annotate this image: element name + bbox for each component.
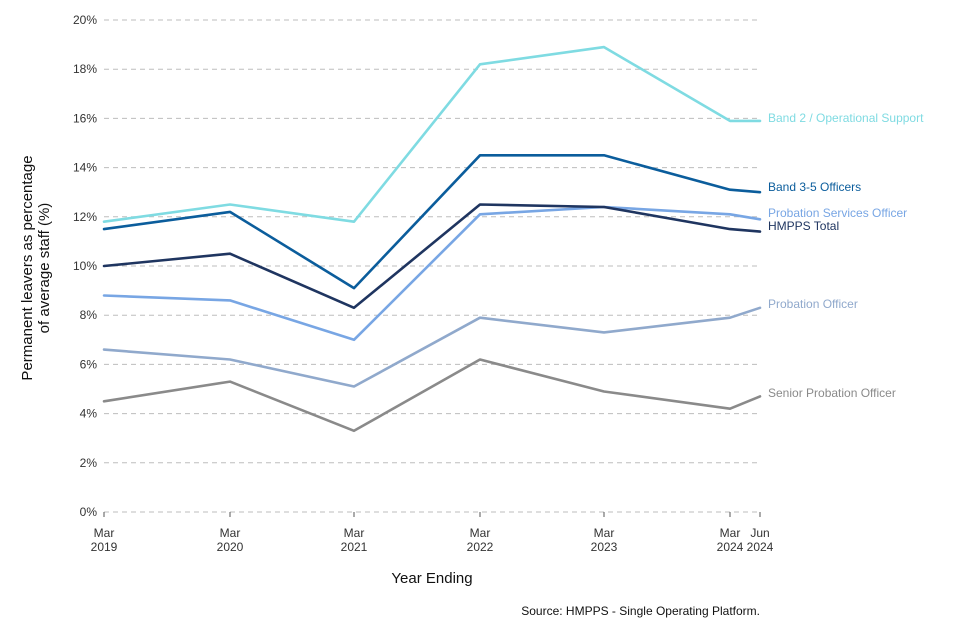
x-axis-title: Year Ending bbox=[391, 570, 472, 587]
y-tick-label: 8% bbox=[80, 308, 98, 322]
x-tick-label-month: Mar bbox=[344, 526, 365, 540]
y-tick-label: 0% bbox=[80, 505, 98, 519]
x-tick-label-month: Mar bbox=[470, 526, 491, 540]
x-tick-label-year: 2021 bbox=[341, 540, 368, 554]
y-tick-label: 2% bbox=[80, 456, 98, 470]
y-tick-label: 6% bbox=[80, 357, 98, 371]
y-tick-label: 10% bbox=[73, 259, 97, 273]
y-axis-title-line-2: of average staff (%) bbox=[36, 203, 53, 334]
series-labels: Band 2 / Operational Support Band 3-5 Off… bbox=[768, 111, 924, 400]
series-line bbox=[102, 45, 762, 223]
y-tick-label: 16% bbox=[73, 111, 97, 125]
y-tick-label: 12% bbox=[73, 210, 97, 224]
series-label: Probation Services Officer bbox=[768, 206, 907, 220]
y-tick-label: 4% bbox=[80, 407, 98, 421]
x-tick-label-year: 2024 bbox=[747, 540, 774, 554]
x-tick-label-month: Mar bbox=[94, 526, 115, 540]
x-tick-label-year: 2019 bbox=[91, 540, 118, 554]
series-label: Band 3-5 Officers bbox=[768, 180, 861, 194]
series-line bbox=[102, 154, 762, 290]
x-tick-label-month: Mar bbox=[720, 526, 741, 540]
series-line bbox=[102, 358, 762, 433]
x-tick-label-month: Mar bbox=[594, 526, 615, 540]
x-tick-label-year: 2023 bbox=[591, 540, 618, 554]
y-tick-label: 20% bbox=[73, 13, 97, 27]
x-tick-label-year: 2020 bbox=[217, 540, 244, 554]
x-tick-label-year: 2022 bbox=[467, 540, 494, 554]
series-line bbox=[102, 205, 762, 342]
series-label: Senior Probation Officer bbox=[768, 386, 896, 400]
source-note: Source: HMPPS - Single Operating Platfor… bbox=[521, 604, 760, 618]
series-label: HMPPS Total bbox=[768, 219, 839, 233]
y-axis: 0% 2% 4% 6% 8% 10% 12% 14% 16% 18% 20% bbox=[73, 13, 97, 519]
y-tick-label: 14% bbox=[73, 161, 97, 175]
x-tick-label-month: Mar bbox=[220, 526, 241, 540]
x-axis: Mar2019Mar2020Mar2021Mar2022Mar2023Mar20… bbox=[91, 512, 774, 554]
x-tick-label-year: 2024 bbox=[717, 540, 744, 554]
y-tick-label: 18% bbox=[73, 62, 97, 76]
series-label: Probation Officer bbox=[768, 297, 858, 311]
x-tick-label-month: Jun bbox=[750, 526, 769, 540]
gridlines bbox=[104, 19, 760, 513]
series-line bbox=[102, 203, 762, 310]
series-line bbox=[102, 306, 762, 388]
series-lines bbox=[102, 45, 762, 433]
y-axis-title-line-1: Permanent leavers as percentage bbox=[19, 155, 36, 380]
series-label: Band 2 / Operational Support bbox=[768, 111, 924, 125]
